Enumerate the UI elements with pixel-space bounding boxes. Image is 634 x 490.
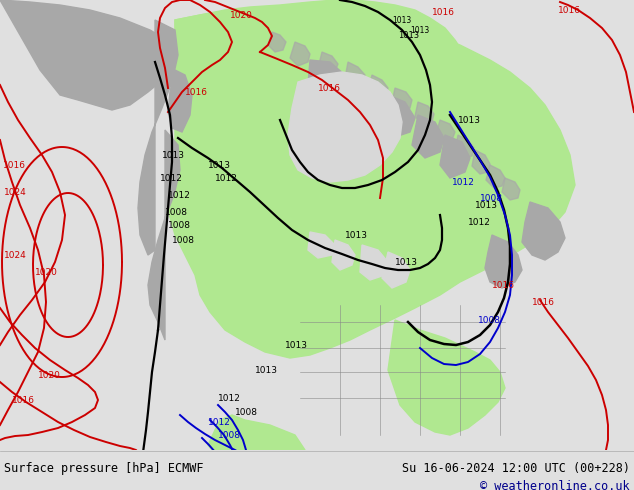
Text: Su 16-06-2024 12:00 UTC (00+228): Su 16-06-2024 12:00 UTC (00+228) bbox=[402, 462, 630, 475]
Polygon shape bbox=[0, 0, 175, 110]
Text: 1012: 1012 bbox=[468, 218, 491, 226]
Polygon shape bbox=[436, 120, 455, 142]
Text: 1008: 1008 bbox=[480, 194, 503, 202]
Text: 1016: 1016 bbox=[558, 5, 581, 15]
Polygon shape bbox=[290, 42, 310, 66]
Polygon shape bbox=[455, 135, 474, 158]
Polygon shape bbox=[382, 252, 410, 288]
Polygon shape bbox=[138, 20, 178, 255]
Text: 1013: 1013 bbox=[255, 366, 278, 374]
Text: 1013: 1013 bbox=[162, 150, 185, 160]
Polygon shape bbox=[168, 70, 192, 132]
Polygon shape bbox=[345, 62, 365, 86]
Text: 1024: 1024 bbox=[4, 188, 27, 196]
Polygon shape bbox=[440, 135, 470, 178]
Text: 1016: 1016 bbox=[432, 7, 455, 17]
Text: 1016: 1016 bbox=[3, 161, 26, 170]
Polygon shape bbox=[412, 115, 444, 158]
Text: 1012: 1012 bbox=[208, 417, 231, 426]
Text: 1024: 1024 bbox=[4, 250, 27, 260]
Text: 1013: 1013 bbox=[475, 200, 498, 210]
Text: 1012: 1012 bbox=[452, 177, 475, 187]
Text: © weatheronline.co.uk: © weatheronline.co.uk bbox=[481, 480, 630, 490]
Polygon shape bbox=[308, 232, 335, 258]
Text: 1008: 1008 bbox=[235, 408, 258, 416]
Text: 1016: 1016 bbox=[318, 83, 341, 93]
Polygon shape bbox=[360, 245, 388, 280]
Text: 1016: 1016 bbox=[185, 88, 208, 97]
Polygon shape bbox=[318, 52, 338, 76]
Text: 1013: 1013 bbox=[395, 258, 418, 267]
Text: 1008: 1008 bbox=[165, 207, 188, 217]
Polygon shape bbox=[288, 72, 402, 182]
Polygon shape bbox=[268, 32, 286, 52]
Text: 1013: 1013 bbox=[458, 116, 481, 124]
Polygon shape bbox=[460, 70, 565, 235]
Text: 1008: 1008 bbox=[168, 220, 191, 229]
Text: 1013: 1013 bbox=[345, 230, 368, 240]
Polygon shape bbox=[388, 320, 505, 435]
Text: 1013: 1013 bbox=[398, 30, 419, 40]
Text: 1020: 1020 bbox=[35, 268, 58, 276]
Text: 1013: 1013 bbox=[208, 161, 231, 170]
Polygon shape bbox=[208, 430, 265, 475]
Text: 1012: 1012 bbox=[215, 173, 238, 182]
Polygon shape bbox=[382, 95, 415, 138]
Polygon shape bbox=[368, 75, 388, 98]
Polygon shape bbox=[308, 60, 345, 95]
Polygon shape bbox=[175, 0, 470, 222]
Polygon shape bbox=[345, 80, 378, 112]
Text: 1012: 1012 bbox=[168, 191, 191, 199]
Polygon shape bbox=[472, 150, 490, 174]
Text: 1013: 1013 bbox=[392, 16, 411, 24]
Polygon shape bbox=[215, 415, 305, 460]
Text: 1012: 1012 bbox=[218, 393, 241, 402]
Text: 1008: 1008 bbox=[172, 236, 195, 245]
Polygon shape bbox=[332, 240, 355, 270]
Polygon shape bbox=[485, 235, 522, 288]
Text: 1020: 1020 bbox=[38, 370, 61, 380]
Text: 1016: 1016 bbox=[12, 395, 35, 405]
Polygon shape bbox=[502, 178, 520, 200]
Polygon shape bbox=[522, 202, 565, 260]
Polygon shape bbox=[168, 7, 575, 358]
Polygon shape bbox=[486, 165, 505, 188]
Text: Surface pressure [hPa] ECMWF: Surface pressure [hPa] ECMWF bbox=[4, 462, 204, 475]
Text: 1008: 1008 bbox=[218, 431, 241, 440]
Polygon shape bbox=[148, 130, 180, 340]
Text: 1008: 1008 bbox=[478, 316, 501, 324]
Text: 1013: 1013 bbox=[285, 341, 308, 349]
Text: 1012: 1012 bbox=[160, 173, 183, 182]
Polygon shape bbox=[415, 102, 434, 125]
Text: 1020: 1020 bbox=[230, 10, 253, 20]
Polygon shape bbox=[392, 88, 412, 110]
Text: 1016: 1016 bbox=[492, 280, 515, 290]
Text: 1016: 1016 bbox=[532, 297, 555, 307]
Text: 1013: 1013 bbox=[410, 25, 429, 34]
